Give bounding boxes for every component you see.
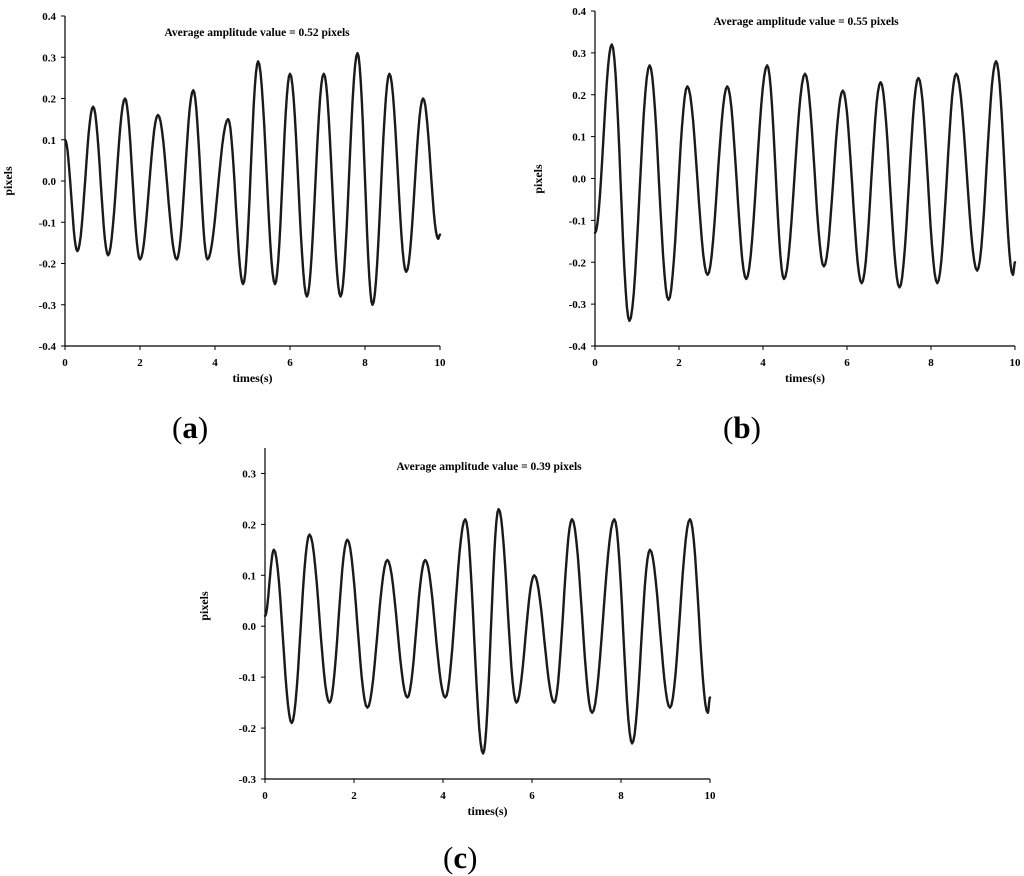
amplitude-annotation: Average amplitude value = 0.55 pixels: [713, 16, 899, 28]
x-axis-label: times(s): [785, 371, 825, 385]
x-tick-label: 0: [62, 357, 68, 369]
y-tick-label: -0.2: [239, 723, 257, 735]
y-tick-label: 0.0: [42, 176, 56, 188]
y-tick-label: 0.1: [572, 132, 586, 144]
y-tick-label: 0.3: [42, 52, 56, 64]
y-tick-label: 0.4: [572, 6, 586, 18]
x-tick-label: 6: [287, 357, 293, 369]
y-tick-label: -0.1: [39, 217, 56, 229]
x-tick-label: 0: [592, 357, 598, 369]
y-tick-label: 0.2: [242, 519, 256, 531]
y-tick-label: -0.2: [39, 259, 57, 271]
x-tick-label: 2: [137, 357, 143, 369]
chart-a: 0.4 0.3 0.2 0.1 0.0 -0.1 -0.2 -0.3 -0.4 0 2 4 6 8 10 ti…: [1, 11, 446, 385]
panel-label-a: (a): [172, 410, 209, 445]
x-tick-label: 4: [440, 790, 446, 802]
x-tick-label: 4: [212, 357, 218, 369]
series-line: [593, 43, 1017, 323]
y-tick-label: -0.1: [569, 215, 586, 227]
y-tick-label: 0.4: [42, 11, 56, 23]
y-tick-label: 0.3: [242, 468, 256, 480]
x-axis-label: times(s): [233, 371, 273, 385]
y-tick-label: 0.1: [42, 135, 56, 147]
x-tick-label: 2: [351, 790, 357, 802]
chart-b: 0.4 0.3 0.2 0.1 0.0 -0.1 -0.2 -0.3 -0.4 0 2 4 6 8 10 ti…: [531, 6, 1021, 385]
y-tick-label: -0.2: [569, 257, 587, 269]
y-axis-label: pixels: [1, 166, 15, 196]
x-tick-label: 6: [844, 357, 850, 369]
y-tick-label: -0.3: [569, 299, 587, 311]
y-tick-label: -0.1: [239, 672, 256, 684]
y-tick-label: -0.4: [39, 341, 57, 353]
x-axis-label: times(s): [468, 804, 508, 818]
x-tick-label: 6: [529, 790, 535, 802]
x-tick-label: 10: [705, 790, 717, 802]
y-tick-label: 0.0: [242, 621, 256, 633]
y-axis-label: pixels: [197, 591, 211, 621]
y-tick-label: 0.1: [242, 570, 256, 582]
x-tick-label: 0: [262, 790, 268, 802]
y-tick-label: 0.0: [572, 174, 586, 186]
series-line: [263, 507, 712, 755]
x-tick-label: 4: [760, 357, 766, 369]
y-tick-label: 0.2: [572, 90, 586, 102]
x-tick-label: 2: [676, 357, 682, 369]
y-axis-label: pixels: [531, 164, 545, 194]
y-tick-label: -0.4: [569, 341, 587, 353]
panel-label-c: (c): [443, 840, 478, 875]
chart-c: 0.3 0.2 0.1 0.0 -0.1 -0.2 -0.3 0 2 4 6 8 10 times(s) p…: [197, 448, 716, 818]
y-tick-label: 0.3: [572, 48, 586, 60]
y-tick-label: -0.3: [239, 774, 257, 786]
amplitude-annotation: Average amplitude value = 0.52 pixels: [164, 27, 350, 39]
x-tick-label: 8: [362, 357, 368, 369]
series-line: [63, 51, 442, 306]
panel-label-b: (b): [723, 410, 761, 445]
y-tick-label: -0.3: [39, 300, 57, 312]
x-tick-label: 10: [1010, 357, 1022, 369]
x-tick-label: 10: [435, 357, 447, 369]
x-tick-label: 8: [618, 790, 624, 802]
y-tick-label: 0.2: [42, 94, 56, 106]
x-tick-label: 8: [928, 357, 934, 369]
amplitude-annotation: Average amplitude value = 0.39 pixels: [396, 461, 582, 473]
